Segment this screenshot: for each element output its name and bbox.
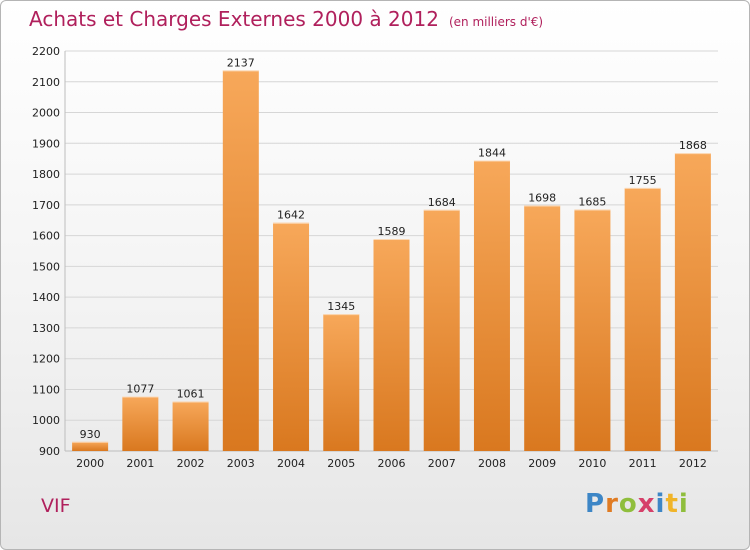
bar-2009 [524,205,561,451]
data-label: 1642 [277,209,305,222]
x-tick-label: 2003 [227,457,255,470]
logo-letter: x [637,489,656,519]
bar-2001 [122,396,159,451]
bar-2008 [473,160,510,452]
logo-letter: i [678,489,689,519]
chart-title: Achats et Charges Externes 2000 à 2012 (e… [29,7,543,31]
y-tick-label: 1000 [32,414,60,427]
x-tick-label: 2000 [76,457,104,470]
x-tick-label: 2002 [177,457,205,470]
y-tick-label: 1200 [32,353,60,366]
y-tick-label: 2100 [32,76,60,89]
y-tick-label: 1900 [32,137,60,150]
place-label: VIF [41,495,71,517]
bar-2003 [222,70,259,451]
x-tick-label: 2011 [629,457,657,470]
bar-2010 [574,209,611,451]
logo-letter: i [655,489,666,519]
data-label: 1844 [478,147,506,160]
logo-letter: r [605,489,619,519]
x-tick-label: 2001 [126,457,154,470]
data-label: 1345 [327,300,355,313]
x-tick-label: 2012 [679,457,707,470]
bar-2000 [72,441,109,451]
data-label: 930 [80,428,101,441]
bars [72,70,711,452]
data-label: 1755 [629,174,657,187]
bar-2002 [172,401,209,451]
y-tick-label: 1600 [32,230,60,243]
y-tick-label: 1100 [32,383,60,396]
data-label: 1685 [578,195,606,208]
y-tick-label: 1500 [32,260,60,273]
data-label: 2137 [227,56,255,69]
x-tick-label: 2009 [528,457,556,470]
data-label: 1589 [378,225,406,238]
logo-letter: P [585,489,606,519]
x-tick-label: 2006 [378,457,406,470]
bar-2004 [273,222,310,451]
proxiti-logo: Proxiti [585,489,689,519]
bar-2012 [674,153,711,451]
data-label: 1061 [177,387,205,400]
x-tick-label: 2005 [327,457,355,470]
x-tick-label: 2008 [478,457,506,470]
bar-2007 [423,209,460,451]
bar-2006 [373,239,410,451]
y-tick-label: 1300 [32,322,60,335]
y-tick-label: 2000 [32,107,60,120]
chart-title-text: Achats et Charges Externes 2000 à 2012 [29,7,439,31]
y-tick-label: 2200 [32,45,60,58]
data-labels: 930 1077 1061 2137 1642 1345 1589 1684 1844 1698 1… [80,56,707,440]
y-tick-label: 1700 [32,199,60,212]
axes: 900 1000 1100 1200 1300 1400 1500 1600 1700 1800 1… [32,45,718,470]
data-label: 1077 [126,383,154,396]
data-label: 1868 [679,139,707,152]
y-tick-label: 1800 [32,168,60,181]
y-tick-label: 1400 [32,291,60,304]
bar-2005 [323,314,360,451]
bar-2011 [624,187,661,451]
logo-letter: o [618,489,638,519]
x-tick-label: 2004 [277,457,305,470]
x-tick-label: 2010 [578,457,606,470]
y-tick-label: 900 [39,445,60,458]
data-label: 1698 [528,191,556,204]
data-label: 1684 [428,196,456,209]
x-tick-label: 2007 [428,457,456,470]
chart-unit: (en milliers d'€) [448,15,544,29]
logo-letter: t [665,489,679,519]
